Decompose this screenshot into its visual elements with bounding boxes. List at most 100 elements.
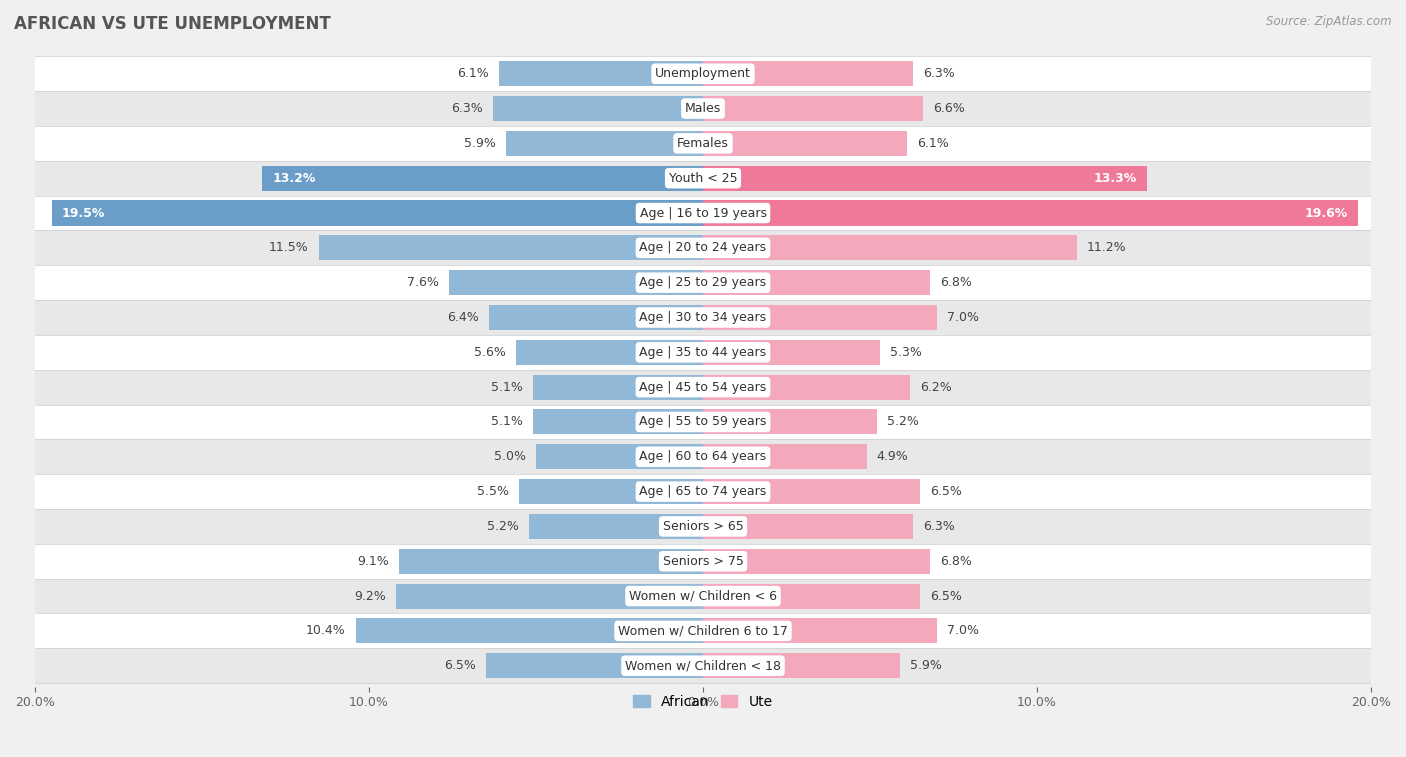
Text: 5.1%: 5.1% xyxy=(491,381,523,394)
Bar xyxy=(703,340,880,365)
Text: 6.1%: 6.1% xyxy=(457,67,489,80)
Text: 9.1%: 9.1% xyxy=(357,555,389,568)
Bar xyxy=(516,340,703,365)
Text: 19.6%: 19.6% xyxy=(1305,207,1348,220)
Bar xyxy=(703,305,936,330)
Text: Source: ZipAtlas.com: Source: ZipAtlas.com xyxy=(1267,15,1392,28)
Bar xyxy=(35,126,1371,160)
Text: 4.9%: 4.9% xyxy=(877,450,908,463)
Text: 13.3%: 13.3% xyxy=(1094,172,1137,185)
Bar xyxy=(35,369,1371,404)
Text: Age | 30 to 34 years: Age | 30 to 34 years xyxy=(640,311,766,324)
Text: 6.5%: 6.5% xyxy=(931,485,962,498)
Bar xyxy=(703,479,920,504)
Text: 19.5%: 19.5% xyxy=(62,207,105,220)
Text: Women w/ Children < 18: Women w/ Children < 18 xyxy=(626,659,780,672)
Bar xyxy=(486,653,703,678)
Legend: African, Ute: African, Ute xyxy=(627,690,779,715)
Bar xyxy=(52,201,703,226)
Text: 5.9%: 5.9% xyxy=(464,137,496,150)
Bar xyxy=(519,479,703,504)
Bar xyxy=(703,270,931,295)
Text: 10.4%: 10.4% xyxy=(307,625,346,637)
Bar xyxy=(262,166,703,191)
Bar xyxy=(35,613,1371,648)
Bar xyxy=(703,444,866,469)
Bar xyxy=(35,300,1371,335)
Bar xyxy=(319,235,703,260)
Text: Age | 16 to 19 years: Age | 16 to 19 years xyxy=(640,207,766,220)
Bar xyxy=(35,404,1371,439)
Bar xyxy=(35,474,1371,509)
Bar xyxy=(703,618,936,643)
Text: 5.6%: 5.6% xyxy=(474,346,506,359)
Text: 9.2%: 9.2% xyxy=(354,590,385,603)
Bar xyxy=(35,648,1371,683)
Bar xyxy=(703,96,924,121)
Text: Seniors > 65: Seniors > 65 xyxy=(662,520,744,533)
Text: Age | 45 to 54 years: Age | 45 to 54 years xyxy=(640,381,766,394)
Text: Age | 35 to 44 years: Age | 35 to 44 years xyxy=(640,346,766,359)
Text: 5.5%: 5.5% xyxy=(477,485,509,498)
Text: 6.3%: 6.3% xyxy=(451,102,482,115)
Text: 7.0%: 7.0% xyxy=(946,625,979,637)
Text: Females: Females xyxy=(678,137,728,150)
Bar xyxy=(35,160,1371,195)
Bar xyxy=(703,166,1147,191)
Text: 11.2%: 11.2% xyxy=(1087,241,1126,254)
Text: Age | 60 to 64 years: Age | 60 to 64 years xyxy=(640,450,766,463)
Bar xyxy=(703,375,910,400)
Text: 5.3%: 5.3% xyxy=(890,346,922,359)
Text: 6.3%: 6.3% xyxy=(924,67,955,80)
Text: Age | 65 to 74 years: Age | 65 to 74 years xyxy=(640,485,766,498)
Text: AFRICAN VS UTE UNEMPLOYMENT: AFRICAN VS UTE UNEMPLOYMENT xyxy=(14,15,330,33)
Text: 5.2%: 5.2% xyxy=(887,416,918,428)
Bar xyxy=(35,509,1371,544)
Bar xyxy=(703,514,914,539)
Bar xyxy=(35,230,1371,265)
Bar xyxy=(703,584,920,609)
Bar xyxy=(506,131,703,156)
Bar xyxy=(35,91,1371,126)
Bar xyxy=(35,56,1371,91)
Bar xyxy=(35,335,1371,369)
Text: 6.5%: 6.5% xyxy=(931,590,962,603)
Bar xyxy=(703,235,1077,260)
Text: 5.9%: 5.9% xyxy=(910,659,942,672)
Text: Age | 20 to 24 years: Age | 20 to 24 years xyxy=(640,241,766,254)
Bar xyxy=(35,439,1371,474)
Bar xyxy=(356,618,703,643)
Bar xyxy=(703,131,907,156)
Text: 6.8%: 6.8% xyxy=(941,555,972,568)
Text: 6.5%: 6.5% xyxy=(444,659,475,672)
Text: 6.1%: 6.1% xyxy=(917,137,949,150)
Text: 6.2%: 6.2% xyxy=(920,381,952,394)
Text: 5.1%: 5.1% xyxy=(491,416,523,428)
Text: Women w/ Children 6 to 17: Women w/ Children 6 to 17 xyxy=(619,625,787,637)
Bar xyxy=(529,514,703,539)
Bar xyxy=(703,653,900,678)
Bar xyxy=(35,578,1371,613)
Text: 6.8%: 6.8% xyxy=(941,276,972,289)
Bar xyxy=(536,444,703,469)
Text: Women w/ Children < 6: Women w/ Children < 6 xyxy=(628,590,778,603)
Bar xyxy=(703,61,914,86)
Text: 13.2%: 13.2% xyxy=(273,172,315,185)
Bar xyxy=(35,265,1371,300)
Bar xyxy=(399,549,703,574)
Bar xyxy=(35,544,1371,578)
Bar xyxy=(703,410,877,435)
Text: 7.0%: 7.0% xyxy=(946,311,979,324)
Bar xyxy=(35,195,1371,230)
Text: Unemployment: Unemployment xyxy=(655,67,751,80)
Text: 11.5%: 11.5% xyxy=(269,241,309,254)
Text: Youth < 25: Youth < 25 xyxy=(669,172,737,185)
Text: Males: Males xyxy=(685,102,721,115)
Bar xyxy=(492,96,703,121)
Text: 6.4%: 6.4% xyxy=(447,311,479,324)
Text: Age | 25 to 29 years: Age | 25 to 29 years xyxy=(640,276,766,289)
Bar xyxy=(449,270,703,295)
Bar xyxy=(395,584,703,609)
Bar xyxy=(533,375,703,400)
Text: 7.6%: 7.6% xyxy=(408,276,439,289)
